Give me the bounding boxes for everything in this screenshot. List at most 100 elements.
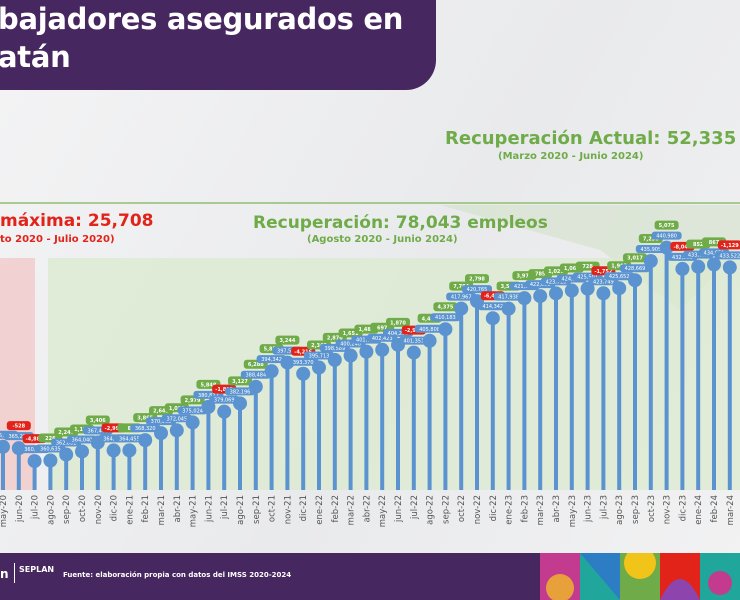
x-tick-label: abr-23 [552,495,562,522]
change-label: 728 [582,264,593,270]
change-label: 1,486 [358,327,374,333]
data-point [359,344,374,359]
data-point [59,447,74,462]
change-label: -6,423 [484,294,502,300]
value-label-bg [414,324,445,333]
x-tick-label: jul-20 [31,495,41,520]
value-label: 425,501 [577,275,598,281]
change-label: 2,343 [311,343,327,349]
value-label: 367,446 [87,428,108,434]
x-tick-label: feb-21 [141,495,151,523]
data-point [169,423,184,438]
change-label: -2,942 [405,328,423,334]
data-point [264,364,279,379]
value-label: 428,669 [625,266,646,272]
x-tick-label: oct-21 [268,495,278,522]
x-tick-label: nov-20 [94,495,104,524]
change-label: 2,643 [153,409,169,415]
data-point [296,366,311,381]
change-label: 697 [377,325,388,331]
data-point [122,443,137,458]
change-label: 2,876 [327,335,343,341]
change-label: 7,236 [643,237,659,243]
value-label: 395,713 [309,354,330,360]
change-label: 2,247 [58,430,74,436]
x-tick-label: feb-22 [331,495,341,523]
change-label: -1,752 [594,269,612,275]
data-point [454,301,469,316]
change-label: 1,082 [169,406,185,412]
x-tick-label: dic-21 [299,495,309,521]
value-label-bg [177,406,208,415]
change-label-bg [654,220,679,230]
data-point [406,345,421,360]
value-label-bg [67,435,97,444]
change-label-bg [465,274,489,284]
data-point [707,257,721,272]
change-label-bg [275,335,300,345]
value-label: 414,342 [482,304,503,310]
data-point [628,273,642,288]
x-tick-label: feb-23 [520,495,530,523]
change-label: 1,903 [611,264,627,270]
change-label: -8,048 [673,244,691,250]
change-label: 867 [709,240,720,246]
x-tick-label: nov-23 [663,495,673,524]
change-label: 8 [128,426,132,432]
change-label: 3,596 [501,284,517,290]
x-tick-label: mar-23 [536,495,546,525]
change-label: 2,798 [469,277,485,283]
loss-title: máxima: 25,708 [0,211,154,231]
data-point [485,311,500,326]
change-label-bg [386,317,410,327]
x-tick-label: may-23 [568,495,578,527]
change-label-bg [6,421,31,431]
value-label-bg [288,357,319,366]
change-label: 852 [693,242,704,248]
value-label: 380,872 [198,393,219,399]
value-label: 398,589 [324,346,345,352]
value-label-bg [225,387,255,396]
value-label: 421,908 [514,284,535,290]
data-point [596,286,611,301]
x-tick-label: may-22 [378,495,388,527]
value-label: 370,963 [151,419,172,425]
current-recovery-title: Recuperación Actual: 52,335 [445,128,737,149]
value-label: 433,784 [688,253,709,259]
change-label: 3,244 [279,338,295,344]
current-recovery-period: (Marzo 2020 - Junio 2024) [498,151,644,162]
loss-period: to 2020 - Julio 2020) [0,234,115,245]
value-label: 379,069 [214,398,235,404]
value-label: 360,409 [24,447,45,453]
value-label-bg [446,292,477,301]
value-label: 434,651 [704,250,725,256]
x-tick-label: mar-21 [157,495,167,525]
change-label: 1,651 [343,331,359,337]
x-tick-label: ene-23 [505,495,515,525]
value-label: 394,342 [261,357,282,363]
x-tick-label: jul-23 [599,495,609,520]
value-label-bg [430,313,461,322]
x-tick-label: sep-21 [252,495,262,524]
value-label: 440,980 [656,234,677,240]
value-label-bg [604,272,635,281]
value-label: 433,522 [719,253,740,259]
change-label: 3,865 [137,416,153,422]
change-label: 3,017 [627,256,643,262]
change-label: 3,970 [516,274,532,280]
x-tick-label: oct-22 [457,495,467,522]
data-point [675,261,690,276]
x-tick-label: ago-20 [46,495,56,525]
x-tick-label: ene-22 [315,495,325,525]
data-point [643,254,658,269]
data-point [106,443,121,458]
value-label: 360,635 [40,446,61,452]
change-label: 7,784 [453,284,469,290]
value-label-bg [462,285,492,294]
data-point [27,454,42,469]
change-label: 2,979 [185,398,201,404]
data-point [185,415,200,430]
x-tick-label: jun-20 [15,495,25,523]
value-label: 417,967 [451,295,472,301]
data-point [217,404,232,419]
